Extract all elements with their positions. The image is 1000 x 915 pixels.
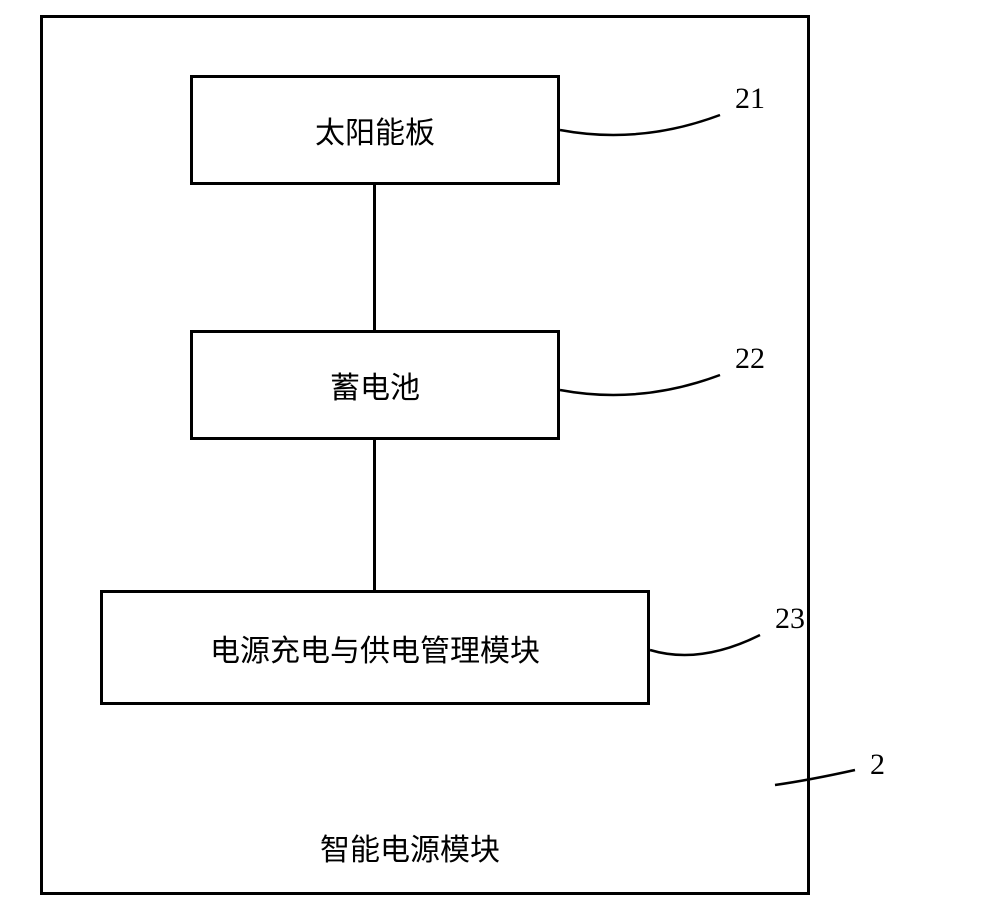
ref-number-22: 22 xyxy=(735,342,765,376)
ref-number-21: 21 xyxy=(735,82,765,116)
ref-number-2: 2 xyxy=(870,748,885,782)
connector-solar-battery xyxy=(373,185,376,330)
connector-battery-power xyxy=(373,440,376,590)
battery-box: 蓄电池 xyxy=(190,330,560,440)
ref-number-23: 23 xyxy=(775,602,805,636)
solar-panel-label: 太阳能板 xyxy=(315,108,435,152)
battery-label: 蓄电池 xyxy=(330,363,420,407)
power-management-label: 电源充电与供电管理模块 xyxy=(210,626,540,670)
power-management-box: 电源充电与供电管理模块 xyxy=(100,590,650,705)
solar-panel-box: 太阳能板 xyxy=(190,75,560,185)
outer-container-title: 智能电源模块 xyxy=(320,825,500,869)
